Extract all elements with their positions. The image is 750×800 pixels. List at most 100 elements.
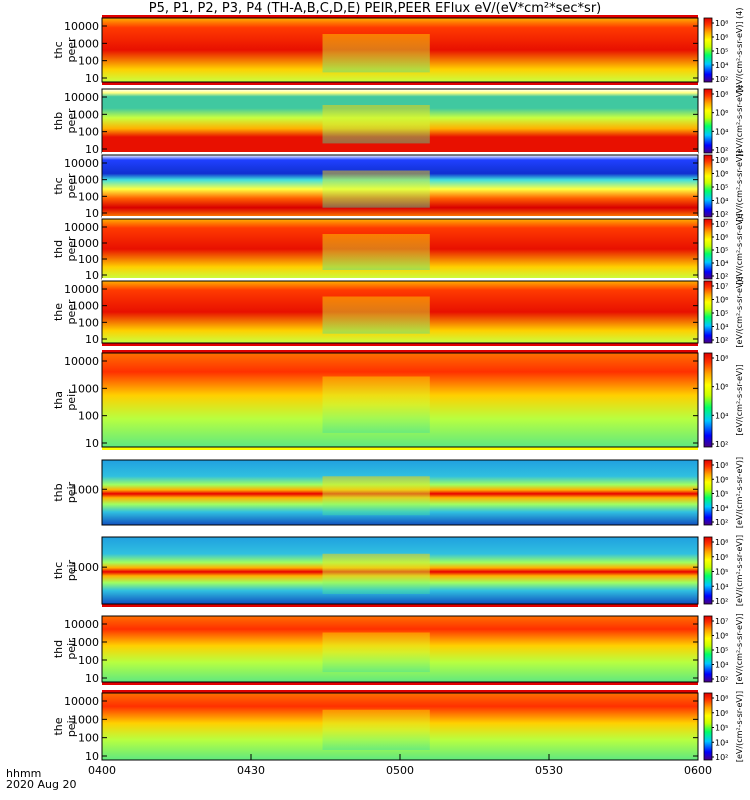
cbar-tick-label-thc_peir-1: 10⁴ [715, 582, 728, 591]
panel-thc_peir: 1000 thc peir 10² 10⁴ 10⁵ 10⁶ 10⁸ [eV/(cm²-s-sr-… [52, 534, 744, 607]
y-tick-label-the_peir-1: 100 [78, 732, 99, 745]
cbar-tick-label-thc_peer_2-1: 10⁴ [715, 197, 728, 206]
flag-bar-bottom-thb_peir [102, 525, 698, 528]
frame-tha_peir [101, 352, 699, 448]
cbar-tick-label-tha_peir-2: 10⁶ [715, 383, 728, 392]
event-region-tha_peir [322, 376, 430, 433]
y-tick-label-thd_peer-2: 1000 [71, 237, 99, 250]
cbar-tick-label-the_peer-4: 10⁷ [715, 282, 728, 291]
footer-time-label: hhmm [6, 767, 42, 780]
event-region-thc_peer_2 [322, 170, 430, 208]
y-label-tha_peir: tha [52, 391, 65, 409]
cbar-tick-label-thd_peer-2: 10⁵ [715, 246, 728, 255]
cbar-unit-tha_peir: [eV/(cm²-s-sr-eV)] [735, 364, 744, 435]
cbar-unit-thb_peer: [eV/(cm²-s-sr-eV)] [735, 85, 744, 156]
y-tick-label-thd_peir-3: 10000 [64, 618, 99, 631]
cbar-tick-label-thc_peer_2-0: 10² [715, 210, 728, 219]
cbar-tick-label-thb_peir-4: 10⁸ [715, 461, 728, 470]
cbar-unit-the_peer: [eV/(cm²-s-sr-eV)] [735, 276, 744, 347]
y-tick-label-thd_peir-2: 1000 [71, 636, 99, 649]
panel-thc_peer: 10 100 1000 10000 thc peer 10² 10⁴ 10⁵ 10⁶ 10⁸ [eV/… [52, 7, 744, 92]
cbar-unit-thc_peer_2: [eV/(cm²-s-sr-eV)] [735, 150, 744, 221]
cbar-tick-label-thb_peer-0: 10² [715, 146, 728, 155]
cbar-unit-the_peir: [eV/(cm²-s-sr-eV)] [735, 691, 744, 762]
cbar-tick-label-thd_peir-0: 10² [715, 675, 728, 684]
y-label-thb_peer: thb [52, 112, 65, 130]
y-tick-label-the_peer-1: 100 [78, 316, 99, 329]
cbar-unit-thc_peer: [eV/(cm²-s-sr-eV)] (4) [735, 7, 744, 92]
y-tick-label-thc_peer-0: 10 [85, 72, 99, 85]
y-label-sub-tha_peir: peir [65, 389, 78, 411]
flag-bar-bottom-thd_peir [102, 682, 698, 685]
flag-bar-top-the_peer [102, 278, 698, 281]
cbar-unit-thd_peir: [eV/(cm²-s-sr-eV)] [735, 613, 744, 684]
y-tick-label-thc_peer-1: 100 [78, 55, 99, 68]
event-region-thb_peer [322, 105, 430, 144]
cbar-tick-label-thd_peer-0: 10² [715, 272, 728, 281]
cbar-unit-thd_peer: [eV/(cm²-s-sr-eV)] [735, 213, 744, 284]
cbar-tick-label-thc_peer-2: 10⁵ [715, 47, 728, 56]
frame-thb_peir [101, 459, 699, 526]
cbar-tick-label-thc_peir-3: 10⁶ [715, 553, 728, 562]
y-label-thb_peir: thb [52, 483, 65, 501]
flag-bar-top-thc_peer_2 [102, 152, 698, 155]
cbar-tick-label-the_peer-2: 10⁵ [715, 309, 728, 318]
cbar-unit-thc_peir: [eV/(cm²-s-sr-eV)] [735, 535, 744, 606]
cbar-tick-label-tha_peir-0: 10² [715, 440, 728, 449]
y-tick-label-thc_peer_2-3: 10000 [64, 157, 99, 170]
y-tick-label-thb_peer-2: 1000 [71, 108, 99, 121]
y-label-thc_peir: thc [52, 562, 65, 579]
x-tick-label-3: 0530 [535, 764, 563, 777]
y-tick-label-thb_peer-3: 10000 [64, 91, 99, 104]
cbar-tick-label-thc_peer-3: 10⁶ [715, 33, 728, 42]
y-tick-label-the_peer-2: 1000 [71, 300, 99, 313]
cbar-tick-label-thd_peir-4: 10⁷ [715, 617, 728, 626]
y-tick-label-tha_peir-0: 10 [85, 437, 99, 450]
y-tick-label-the_peir-0: 10 [85, 750, 99, 763]
colorbar-tha_peir [703, 352, 713, 448]
y-tick-label-thc_peir-0: 1000 [71, 561, 99, 574]
colorbar-thb_peir [703, 459, 713, 526]
y-label-sub-thc_peer: peer [65, 37, 78, 63]
frame-the_peer [101, 280, 699, 344]
cbar-tick-label-thd_peer-1: 10⁴ [715, 259, 728, 268]
cbar-tick-label-thb_peer-1: 10⁴ [715, 127, 728, 136]
frame-thc_peer [101, 17, 699, 83]
flag-bar-top-the_peir [102, 690, 698, 693]
flag-bar-top-thd_peer [102, 216, 698, 219]
y-tick-label-thc_peer-3: 10000 [64, 20, 99, 33]
y-tick-label-thd_peer-0: 10 [85, 269, 99, 282]
cbar-tick-label-the_peir-2: 10⁵ [715, 724, 728, 733]
colorbar-thb_peer [703, 88, 713, 154]
flag-bar-bottom-thc_peir [102, 604, 698, 607]
event-region-the_peer [322, 296, 430, 334]
panel-thd_peer: 10 100 1000 10000 thd peer 10² 10⁴ 10⁵ 10⁶ 10⁷ [eV/… [52, 213, 744, 284]
cbar-tick-label-thb_peir-2: 10⁵ [715, 490, 728, 499]
colorbar-thd_peir [703, 615, 713, 683]
cbar-tick-label-the_peir-3: 10⁶ [715, 709, 728, 718]
cbar-tick-label-thc_peer_2-2: 10⁵ [715, 183, 728, 192]
panel-thb_peir: 1000 thb peir 10² 10⁴ 10⁵ 10⁶ 10⁸ [eV/(cm²-s-sr-… [52, 457, 744, 528]
cbar-tick-label-thd_peir-2: 10⁵ [715, 646, 728, 655]
colorbar-thc_peer [703, 17, 713, 83]
panel-thc_peer_2: 10 100 1000 10000 thc peer 10² 10⁴ 10⁵ 10⁶ 10⁸ [eV/… [52, 150, 744, 221]
y-label-thd_peer: thd [52, 240, 65, 258]
y-label-sub-thc_peir: peir [65, 559, 78, 581]
cbar-tick-label-thc_peer-0: 10² [715, 75, 728, 84]
y-label-the_peer: the [52, 303, 65, 321]
y-tick-label-the_peir-3: 10000 [64, 695, 99, 708]
cbar-tick-label-thc_peer_2-3: 10⁶ [715, 170, 728, 179]
flag-bar-top-thd_peir [102, 613, 698, 616]
flag-bar-top-tha_peir [102, 350, 698, 353]
y-tick-label-the_peer-0: 10 [85, 333, 99, 346]
y-tick-label-thd_peir-0: 10 [85, 672, 99, 685]
y-tick-label-thc_peer-2: 1000 [71, 37, 99, 50]
event-region-thb_peir [322, 476, 430, 516]
colorbar-the_peer [703, 280, 713, 344]
colorbar-the_peir [703, 692, 713, 761]
y-label-sub-the_peir: peir [65, 715, 78, 737]
y-label-thc_peer_2: thc [52, 177, 65, 194]
cbar-tick-label-thd_peir-1: 10⁴ [715, 661, 728, 670]
panel-the_peir: 10 100 1000 10000 the peir 10² 10⁴ 10⁵ 10⁶ 10⁸ [eV/… [52, 690, 744, 763]
frame-thd_peir [101, 615, 699, 683]
